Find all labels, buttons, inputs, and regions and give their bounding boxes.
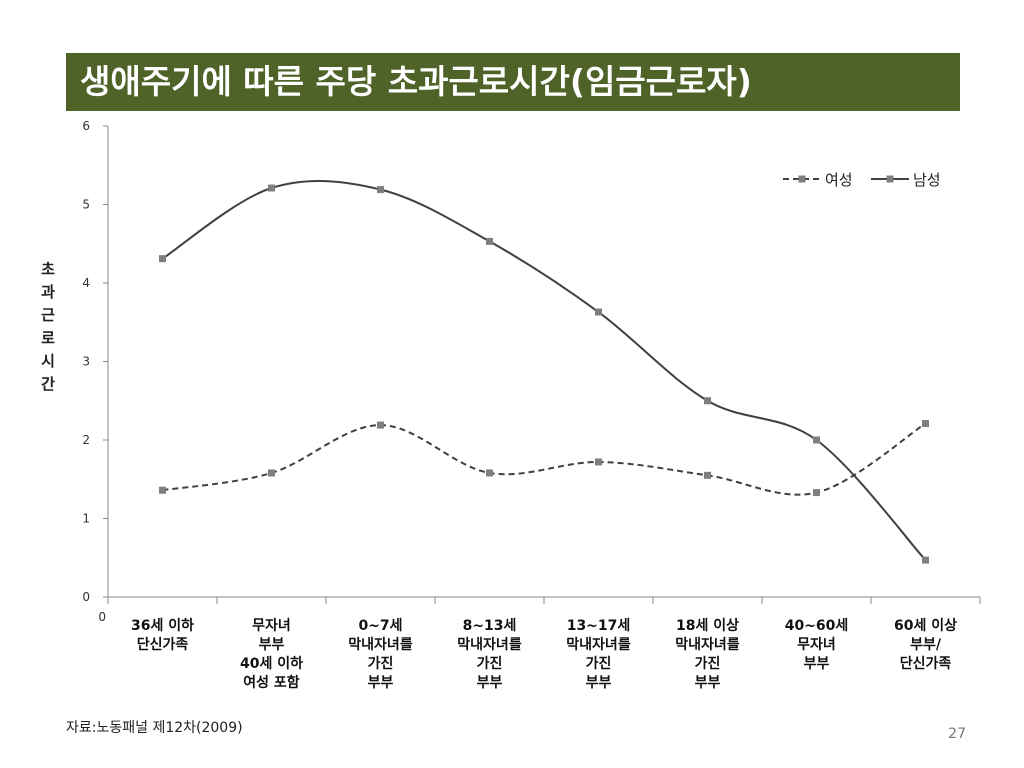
y-tick-label: 0 [82, 590, 90, 604]
data-point-여성 [595, 458, 602, 466]
x-category-label-line: 막내자녀를 [457, 636, 522, 653]
x-category-label-line: 8~13세 [463, 618, 517, 634]
data-point-남성 [595, 308, 602, 316]
y-axis-label: 초과근로시간 [41, 260, 55, 393]
y-tick-label: 4 [82, 276, 90, 290]
data-point-여성 [159, 486, 166, 494]
x-category-label-line: 부부/ [910, 637, 942, 653]
x-category-label-line: 부부 [804, 656, 830, 672]
legend-item: 여성 [783, 171, 853, 189]
x-category-label-line: 부부 [368, 675, 394, 691]
x-category-label-line: 가진 [368, 655, 394, 672]
x-category-label-line: 무자녀 [797, 636, 836, 653]
data-point-여성 [268, 469, 275, 477]
x-category-label-line: 여성 포함 [243, 674, 300, 691]
x-category-label-line: 단신가족 [900, 655, 952, 672]
x-category-label-line: 40세 이하 [240, 655, 303, 672]
x-category-label-line: 가진 [695, 655, 721, 672]
x-category-label-line: 13~17세 [567, 618, 631, 634]
x-category-label-line: 부부 [695, 675, 721, 691]
x-category-label-line: 막내자녀를 [348, 636, 413, 653]
x-category-label-line: 36세 이하 [131, 617, 194, 634]
x-category-label-line: 18세 이상 [676, 617, 739, 634]
data-point-여성 [377, 421, 384, 429]
data-point-남성 [704, 397, 711, 405]
x-category-label-line: 막내자녀를 [566, 636, 631, 653]
legend-marker [798, 175, 806, 183]
x-category-label-line: 부부 [477, 675, 503, 691]
x-category-label-line: 단신가족 [137, 636, 189, 653]
y-tick-label: 1 [82, 512, 90, 526]
legend-item: 남성 [871, 171, 941, 189]
y-tick-label: 2 [82, 433, 90, 447]
legend-label: 남성 [913, 171, 941, 189]
x-category-label-line: 부부 [586, 675, 612, 691]
data-point-남성 [268, 184, 275, 192]
x-origin-label: 0 [98, 610, 106, 624]
x-category-label-line: 40~60세 [785, 618, 849, 634]
x-category-label-line: 막내자녀를 [675, 636, 740, 653]
data-point-남성 [377, 186, 384, 194]
data-point-남성 [486, 237, 493, 245]
y-tick-label: 5 [82, 198, 90, 212]
y-tick-label: 3 [82, 355, 90, 369]
data-point-여성 [922, 420, 929, 428]
x-category-label-line: 0~7세 [358, 618, 402, 634]
x-category-label-line: 60세 이상 [894, 617, 957, 634]
legend-marker [886, 175, 894, 183]
data-point-남성 [922, 556, 929, 564]
series-line-여성 [162, 422, 927, 496]
source-note: 자료:노동패널 제12차(2009) [66, 720, 243, 736]
x-category-label-line: 가진 [477, 655, 503, 672]
data-point-여성 [704, 471, 711, 479]
data-point-남성 [813, 436, 820, 444]
data-point-여성 [486, 469, 493, 477]
y-tick-label: 6 [82, 119, 90, 133]
series-line-남성 [161, 180, 927, 561]
data-point-남성 [159, 255, 166, 263]
legend-label: 여성 [825, 171, 853, 189]
x-category-label-line: 가진 [586, 655, 612, 672]
x-category-label-line: 부부 [259, 637, 285, 653]
data-point-여성 [813, 489, 820, 497]
x-category-label-line: 무자녀 [252, 617, 291, 634]
page-number: 27 [948, 726, 966, 742]
slide-title: 생애주기에 따른 주당 초과근로시간(임금근로자) [66, 53, 960, 111]
